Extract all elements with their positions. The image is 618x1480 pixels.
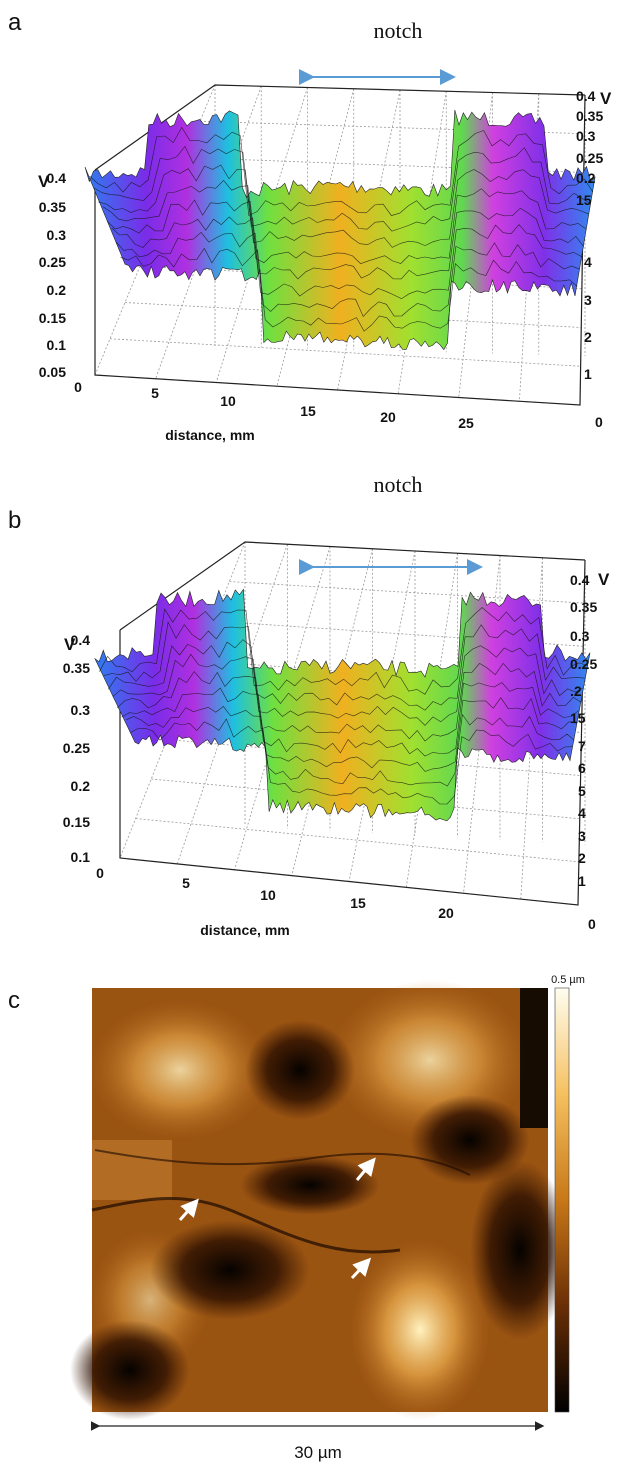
left-tick-label: 0.3: [47, 227, 67, 243]
left-tick-label: 0.1: [47, 337, 67, 353]
left-tick-label: 0.2: [71, 778, 91, 794]
surface-contour: [130, 718, 573, 805]
surface: [94, 588, 591, 822]
grid-line: [135, 818, 579, 863]
right-tick-label: 0.35: [576, 108, 603, 124]
surface-contour: [121, 687, 577, 772]
left-tick-label: 0.4: [47, 170, 67, 186]
depth-tick-label: 3: [584, 292, 592, 308]
surface-contour: [106, 199, 585, 280]
x-tick-label: 15: [350, 895, 366, 911]
depth-tick-label: 4: [584, 254, 592, 270]
right-tick-label: .2: [570, 683, 582, 699]
depth-tick-label: 1: [584, 366, 592, 382]
right-axis-title: V: [600, 89, 612, 108]
depth-tick-label: 1: [578, 873, 586, 889]
left-tick-label: 0.4: [71, 632, 91, 648]
panel-label: b: [8, 507, 21, 534]
afm-image: [70, 980, 570, 1420]
left-tick-label: 0.35: [63, 660, 90, 676]
surface-plot: [84, 84, 596, 406]
x-tick-label: 10: [220, 393, 236, 409]
surface-plot: [94, 541, 591, 906]
right-tick-label: 0.35: [570, 599, 597, 615]
left-tick-label: 0.05: [39, 364, 66, 380]
left-axis-title: V: [38, 172, 50, 191]
depth-tick-label: 7: [578, 738, 586, 754]
left-tick-label: 0.3: [71, 702, 91, 718]
scale-bar-label: 30 µm: [294, 1443, 342, 1462]
surface-contour: [125, 705, 575, 787]
left-tick-label: 0.25: [39, 254, 66, 270]
x-tick-label: 20: [438, 905, 454, 921]
left-tick-label: 0.15: [63, 814, 90, 830]
surface-contour: [108, 639, 584, 726]
surface-contour: [103, 621, 586, 711]
right-tick-label: 0.4: [576, 88, 596, 104]
x-tick-label: 5: [151, 385, 159, 401]
depth-tick-label: 2: [584, 329, 592, 345]
surface-contour: [93, 145, 591, 232]
depth-tick-label: 2: [578, 850, 586, 866]
x-tick-label: 25: [458, 415, 474, 431]
colorbar: [554, 987, 570, 1413]
surface-contour: [102, 179, 587, 264]
surface: [84, 109, 596, 351]
depth-tick-label: 3: [578, 828, 586, 844]
annotation: notch: [374, 472, 423, 497]
right-tick-label: 15: [576, 192, 592, 208]
right-axis-title: V: [598, 570, 610, 589]
left-axis-title: V: [64, 635, 76, 654]
left-tick-label: 0.2: [47, 282, 67, 298]
depth-tick-label: 6: [578, 760, 586, 776]
grid-line: [215, 87, 308, 383]
x-tick-label: 0: [96, 865, 104, 881]
depth-tick-label: 0: [595, 414, 603, 430]
grid-line: [229, 581, 585, 604]
left-tick-label: 0.1: [71, 849, 91, 865]
surface-contour: [120, 247, 578, 332]
grid-line: [518, 93, 540, 402]
panel-label: c: [8, 987, 20, 1014]
surface-contour: [89, 126, 594, 217]
right-tick-label: 15: [570, 710, 586, 726]
colorbar-label: 0.5 µm: [551, 974, 585, 986]
x-tick-label: 5: [182, 875, 190, 891]
left-tick-label: 0.15: [39, 310, 66, 326]
depth-tick-label: 4: [578, 805, 586, 821]
depth-tick-label: 0: [588, 916, 596, 932]
right-tick-label: 0.3: [570, 628, 590, 644]
left-tick-label: 0.35: [39, 199, 66, 215]
right-tick-label: 0.25: [576, 150, 603, 166]
depth-tick-label: 5: [578, 783, 586, 799]
x-tick-label: 10: [260, 887, 276, 903]
surface-contour: [116, 671, 580, 757]
surface-contour: [112, 653, 582, 742]
x-axis-title: distance, mm: [165, 427, 254, 443]
right-tick-label: 0.25: [570, 656, 597, 672]
panel-label: a: [8, 9, 22, 36]
left-tick-label: 0.25: [63, 740, 90, 756]
annotation: notch: [374, 18, 423, 43]
x-tick-label: 15: [300, 403, 316, 419]
right-tick-label: 0.3: [576, 128, 596, 144]
surface-contour: [98, 164, 589, 248]
right-tick-label: 0.2: [576, 170, 596, 186]
surface-contour: [115, 231, 580, 318]
surface-contour: [99, 607, 588, 695]
right-tick-label: 0.4: [570, 572, 590, 588]
surface-contour: [111, 216, 582, 300]
x-axis-title: distance, mm: [200, 922, 289, 938]
grid-line: [109, 338, 581, 367]
x-tick-label: 0: [74, 379, 82, 395]
x-tick-label: 20: [380, 409, 396, 425]
